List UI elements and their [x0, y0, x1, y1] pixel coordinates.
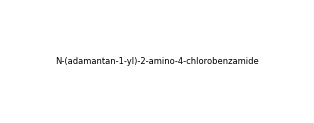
Text: N-(adamantan-1-yl)-2-amino-4-chlorobenzamide: N-(adamantan-1-yl)-2-amino-4-chlorobenza…	[55, 57, 259, 66]
